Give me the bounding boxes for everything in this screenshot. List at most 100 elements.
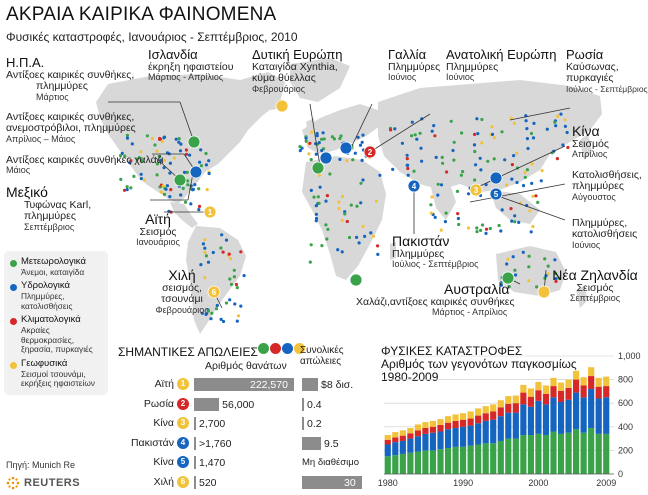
event-dot	[557, 276, 561, 280]
event-dot	[356, 135, 360, 139]
event-dot	[433, 215, 437, 219]
label-pakistan-title: Πακιστάν	[392, 233, 450, 249]
event-dot	[433, 134, 437, 138]
bar-segment	[520, 392, 527, 405]
event-dot	[325, 237, 329, 241]
label-chile-date: Φεβρουάριος	[155, 304, 209, 315]
event-dot	[415, 137, 419, 141]
event-dot	[221, 250, 225, 254]
event-dot	[205, 188, 209, 192]
event-dot	[169, 188, 173, 192]
chart-bars	[384, 367, 614, 475]
event-dot	[168, 195, 172, 199]
event-dot	[430, 129, 434, 133]
label-nz-line1: Σεισμός	[576, 282, 614, 295]
marker-number: 5	[494, 190, 499, 199]
event-dot	[406, 173, 410, 177]
event-dot	[239, 304, 243, 308]
event-dot	[139, 177, 143, 181]
loss-header-line2: απώλειες	[300, 356, 342, 367]
event-dot	[405, 153, 409, 157]
event-dot	[308, 141, 312, 145]
loss-value: 0.2	[307, 418, 322, 430]
event-dot	[480, 141, 484, 145]
event-dot	[420, 159, 424, 163]
event-dot	[224, 301, 229, 305]
label-haiti: Αϊτή Σεισμός Ιανουάριος	[130, 211, 186, 248]
event-dot	[357, 241, 361, 245]
event-dot	[204, 254, 208, 258]
major-event-marker	[189, 165, 203, 179]
losses-row: Ρωσία 2 56,000 0.4	[110, 396, 360, 414]
bar-segment	[384, 444, 391, 457]
losses-row: Κίνα 3 2,700 0.2	[110, 415, 360, 433]
event-dot	[228, 277, 232, 281]
bar-segment	[595, 433, 602, 474]
bar-segment	[467, 411, 474, 419]
yellow-dot-icon	[294, 343, 305, 354]
bar-segment	[490, 443, 497, 474]
event-dot	[554, 277, 558, 281]
bar-segment	[603, 376, 610, 387]
label-e-europe: Ανατολική Ευρώπη Πλημμύρες Ιούνιος	[446, 47, 556, 83]
event-dot	[369, 231, 373, 235]
event-dot	[315, 134, 319, 138]
label-haiti-title: Αϊτή	[145, 211, 171, 227]
event-dot	[197, 187, 201, 191]
legend-title: Μετεωρολογικά	[21, 256, 86, 267]
loss-bar	[302, 417, 304, 430]
bar-segment	[407, 433, 414, 439]
event-dot	[320, 148, 324, 153]
bar-segment	[490, 419, 497, 444]
event-dot	[228, 298, 232, 302]
event-dot	[177, 137, 181, 141]
label-china-1: Κίνα Σεισμός Απρίλιος	[572, 123, 609, 160]
label-china1-title: Κίνα	[572, 123, 600, 139]
event-dot	[449, 119, 453, 123]
bar-segment	[573, 392, 580, 430]
losses-row: Χιλή 6 520 30	[110, 474, 362, 492]
reuters-brand: REUTERS	[6, 476, 80, 490]
y-tick-label: 1,000	[618, 351, 641, 361]
event-dot	[125, 136, 130, 140]
event-dot	[155, 162, 159, 166]
event-dot	[505, 262, 509, 266]
loss-value: 30	[344, 476, 356, 489]
event-dot	[353, 151, 357, 155]
event-dot	[527, 254, 531, 258]
legend-item-climatological: Κλιματολογικά Ακραίες θερμοκρασίες, ξηρα…	[10, 315, 103, 355]
event-dot	[410, 120, 414, 124]
label-iceland-line1: έκρηξη ηφαιστείου	[148, 61, 234, 74]
bar-segment	[550, 377, 557, 387]
label-pakistan: Πακιστάν Πλημμύρες Ιούλιος - Σεπτέμβριος	[392, 233, 478, 270]
event-dot	[340, 195, 345, 199]
bar-segment	[475, 444, 482, 474]
label-iceland-date: Μάρτιος - Απρίλιος	[148, 72, 224, 83]
event-dot	[135, 157, 139, 161]
label-australia: Αυστραλία Χαλάζι,αντίξοες καιρικές συνθή…	[356, 281, 515, 318]
legend-title: Υδρολογικά	[21, 280, 71, 292]
event-dot	[158, 155, 162, 159]
bar-segment	[603, 397, 610, 434]
label-usa3-date: Μάιος	[6, 165, 31, 176]
chart-x-ticks: 1980 1990 2000 2009	[378, 478, 616, 488]
event-dot	[207, 159, 211, 163]
event-dot	[316, 195, 320, 199]
major-event-marker	[537, 285, 551, 299]
bar-segment	[482, 406, 489, 414]
event-dot	[125, 188, 129, 192]
bar-segment	[580, 377, 587, 386]
x-tick-label: 1980	[378, 478, 398, 488]
event-dot	[221, 319, 226, 324]
bar-segment	[520, 384, 527, 393]
event-dot	[309, 188, 313, 192]
event-dot	[314, 204, 318, 208]
bar-segment	[392, 442, 399, 456]
event-dot	[507, 285, 511, 289]
bar-segment	[422, 422, 429, 428]
event-dot	[347, 235, 352, 240]
event-dot	[355, 204, 359, 208]
marker-number: 6	[212, 288, 217, 297]
major-event-marker	[203, 205, 217, 219]
event-dot	[410, 134, 414, 138]
